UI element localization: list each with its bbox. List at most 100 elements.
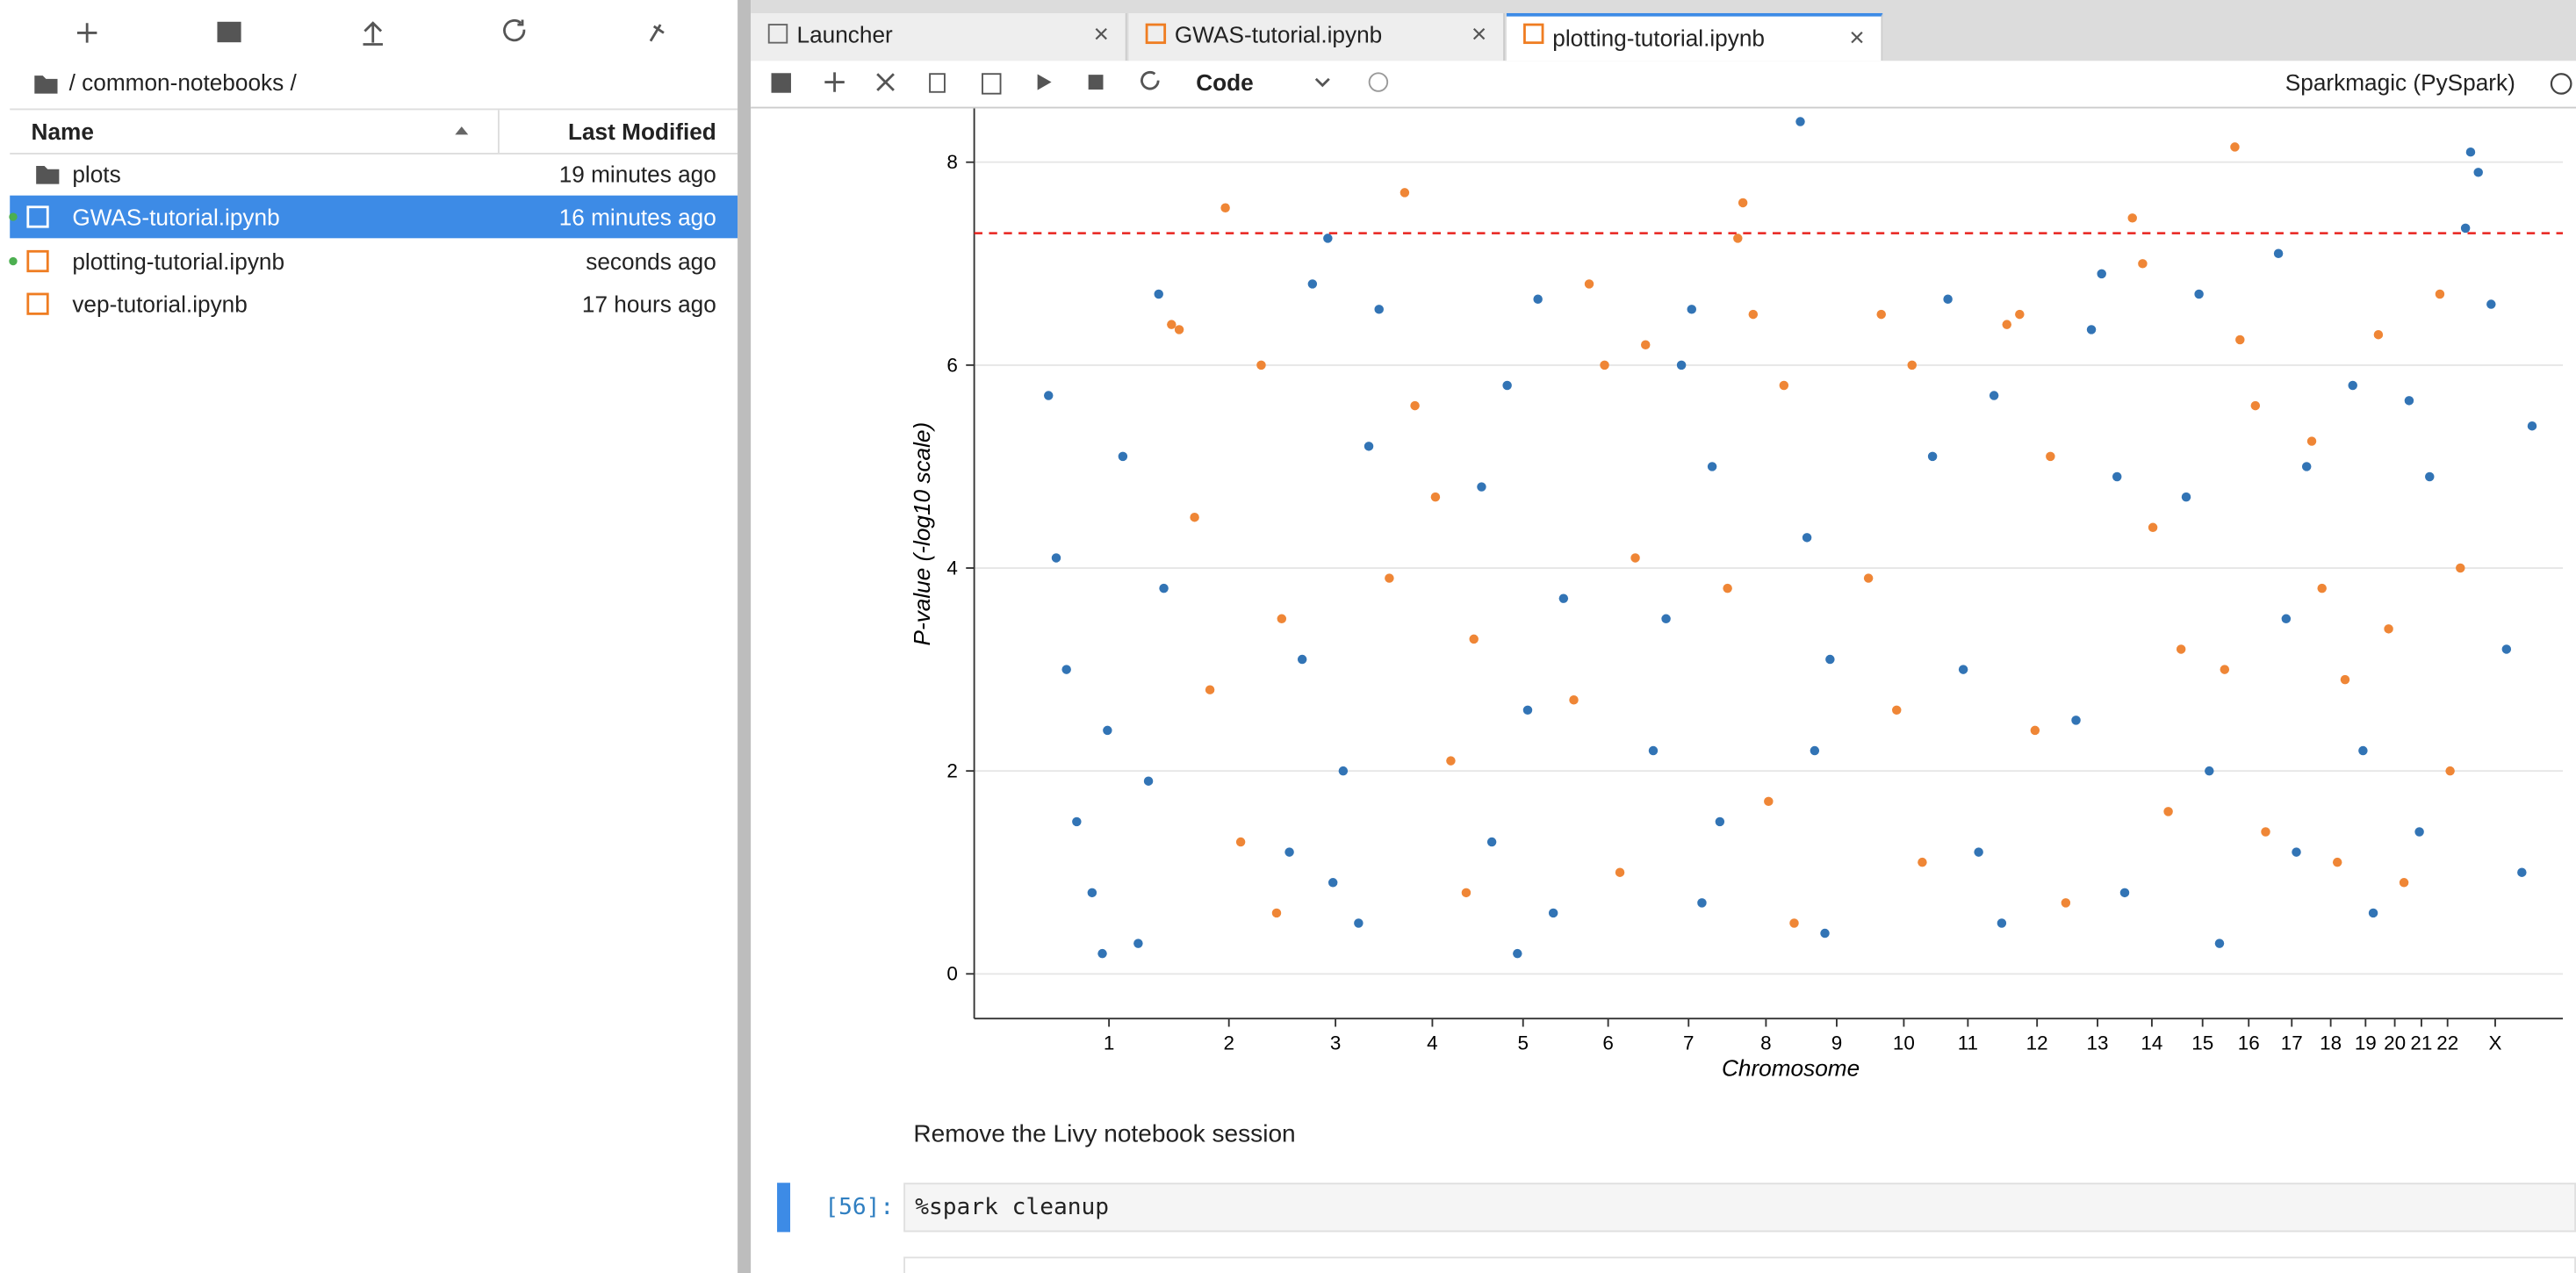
x-tick-label: 21 bbox=[2410, 1032, 2432, 1054]
point bbox=[1235, 837, 1246, 847]
copy-button[interactable] bbox=[929, 73, 946, 93]
point bbox=[1410, 400, 1420, 411]
point bbox=[1548, 908, 1558, 918]
point bbox=[2332, 857, 2342, 867]
point bbox=[1825, 654, 1835, 665]
upload-icon[interactable] bbox=[363, 21, 383, 46]
tab-active[interactable]: plotting-tutorial.ipynb × bbox=[1506, 12, 1883, 61]
point bbox=[1133, 939, 1143, 948]
x-tick-label: 16 bbox=[2238, 1032, 2260, 1054]
point bbox=[2194, 289, 2204, 299]
point bbox=[1918, 857, 1927, 867]
point bbox=[2261, 827, 2270, 837]
x-tick-label: 20 bbox=[2384, 1032, 2406, 1054]
run-button[interactable] bbox=[1037, 74, 1052, 90]
point bbox=[1061, 665, 1071, 674]
stop-button[interactable] bbox=[1088, 75, 1104, 90]
point bbox=[2445, 766, 2455, 776]
cut-button[interactable] bbox=[876, 73, 895, 91]
point bbox=[2205, 766, 2214, 776]
point bbox=[1256, 360, 1266, 370]
tab-icons bbox=[767, 23, 1544, 45]
point bbox=[1167, 320, 1176, 329]
point bbox=[2230, 142, 2240, 152]
tab-close[interactable]: × bbox=[1471, 21, 1487, 50]
x-tick-label: 3 bbox=[1330, 1032, 1341, 1054]
point bbox=[1513, 948, 1522, 959]
point bbox=[2414, 827, 2424, 837]
new-launcher-icon[interactable] bbox=[76, 23, 97, 43]
point bbox=[2384, 624, 2393, 634]
x-tick-label: 8 bbox=[1760, 1032, 1771, 1054]
x-tick-label: 6 bbox=[1602, 1032, 1613, 1054]
point bbox=[1118, 451, 1128, 462]
splitter[interactable] bbox=[738, 0, 752, 1273]
file-row[interactable]: vep-tutorial.ipynb 17 hours ago bbox=[10, 283, 738, 326]
insert-button[interactable] bbox=[824, 72, 845, 92]
next-cell[interactable] bbox=[903, 1256, 2576, 1273]
point bbox=[2061, 898, 2071, 908]
point bbox=[2301, 462, 2312, 471]
tab-label: plotting-tutorial.ipynb bbox=[1552, 25, 1765, 52]
modified-column-header[interactable]: Last Modified bbox=[567, 118, 716, 145]
file-modified: 17 hours ago bbox=[581, 291, 716, 318]
point bbox=[1051, 553, 1061, 563]
code-text: %spark cleanup bbox=[915, 1194, 1110, 1221]
point bbox=[2460, 223, 2471, 234]
x-tick-label: 7 bbox=[1683, 1032, 1694, 1054]
name-column-header[interactable]: Name bbox=[31, 118, 94, 145]
point bbox=[1697, 898, 1707, 908]
point bbox=[1779, 380, 1789, 391]
toolbar-icons bbox=[771, 70, 1389, 95]
kernel-name[interactable]: Sparkmagic (PySpark) bbox=[2285, 68, 2515, 96]
tab-close[interactable]: × bbox=[1849, 25, 1865, 53]
point bbox=[1103, 725, 1112, 736]
point bbox=[1486, 837, 1497, 847]
cell-prompt: [56]: bbox=[824, 1194, 895, 1221]
new-folder-icon[interactable] bbox=[217, 21, 241, 43]
x-tick-label: 19 bbox=[2355, 1032, 2377, 1054]
point bbox=[1789, 918, 1799, 928]
point bbox=[1385, 573, 1394, 583]
save-button[interactable] bbox=[771, 73, 791, 93]
notebook-icon bbox=[26, 292, 49, 315]
refresh-icon[interactable] bbox=[503, 18, 526, 42]
restart-button[interactable] bbox=[1140, 70, 1160, 90]
point bbox=[1943, 294, 1953, 305]
breadcrumb[interactable]: / common-notebooks / bbox=[68, 68, 297, 96]
point bbox=[1600, 360, 1609, 370]
point bbox=[2002, 320, 2011, 329]
tab[interactable]: Launcher × bbox=[751, 12, 1127, 61]
paste-button[interactable] bbox=[982, 73, 1002, 95]
point bbox=[2373, 329, 2384, 340]
point bbox=[2220, 665, 2230, 674]
git-icon[interactable] bbox=[649, 24, 665, 42]
x-tick-label: 11 bbox=[1958, 1032, 1978, 1054]
point bbox=[2112, 471, 2122, 482]
tab-label: GWAS-tutorial.ipynb bbox=[1174, 21, 1383, 48]
point bbox=[1143, 776, 1154, 786]
point bbox=[1640, 340, 1651, 350]
point bbox=[1676, 360, 1687, 370]
tab[interactable]: GWAS-tutorial.ipynb × bbox=[1128, 12, 1505, 61]
point bbox=[2119, 888, 2130, 898]
code-cell[interactable]: %spark cleanup bbox=[903, 1183, 2576, 1233]
file-modified: 16 minutes ago bbox=[558, 204, 716, 230]
tab-close[interactable]: × bbox=[1093, 21, 1110, 50]
point bbox=[2306, 436, 2317, 446]
file-row[interactable]: plots 19 minutes ago bbox=[10, 153, 738, 196]
point bbox=[1764, 796, 1774, 807]
y-axis-label: P-value (-log10 scale) bbox=[909, 422, 935, 646]
file-row[interactable]: plotting-tutorial.ipynb seconds ago bbox=[9, 240, 738, 283]
notebook-icon bbox=[9, 205, 49, 228]
file-row-selected[interactable]: GWAS-tutorial.ipynb 16 minutes ago bbox=[9, 195, 738, 239]
cell-type-select[interactable]: Code bbox=[1196, 68, 1254, 96]
point bbox=[2015, 309, 2025, 320]
x-tick-label: 1 bbox=[1104, 1032, 1114, 1054]
point bbox=[1733, 234, 1743, 243]
manhattan-plot: P-value (-log10 scale) Chromosome 0 2 4 6 8 1… bbox=[909, 108, 2564, 1082]
point bbox=[1297, 654, 1307, 665]
point bbox=[2138, 259, 2148, 269]
notebook-icon bbox=[9, 249, 49, 273]
point bbox=[2163, 807, 2173, 816]
